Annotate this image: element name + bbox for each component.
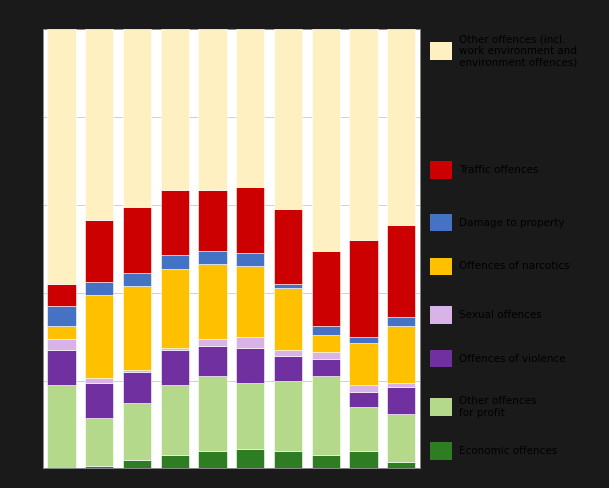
Bar bbox=[123, 286, 151, 370]
Bar bbox=[387, 462, 415, 468]
Bar bbox=[199, 376, 227, 451]
Bar bbox=[199, 29, 227, 190]
Bar bbox=[312, 455, 340, 468]
Bar bbox=[161, 350, 189, 385]
Bar bbox=[199, 346, 227, 376]
Bar bbox=[161, 268, 189, 347]
Bar bbox=[387, 387, 415, 413]
Text: Other offences (incl.
work environment and
environment offences): Other offences (incl. work environment a… bbox=[459, 35, 577, 68]
FancyBboxPatch shape bbox=[430, 350, 452, 367]
Bar bbox=[350, 344, 378, 385]
Bar bbox=[274, 451, 302, 468]
Bar bbox=[236, 253, 264, 266]
Bar bbox=[161, 255, 189, 268]
Bar bbox=[161, 385, 189, 455]
Bar bbox=[350, 391, 378, 407]
Text: Offences of narcotics: Offences of narcotics bbox=[459, 262, 570, 271]
Bar bbox=[350, 407, 378, 451]
Text: Offences of violence: Offences of violence bbox=[459, 354, 566, 364]
Bar bbox=[161, 189, 189, 255]
Text: Sexual offences: Sexual offences bbox=[459, 310, 542, 320]
FancyBboxPatch shape bbox=[430, 258, 452, 275]
Bar bbox=[236, 347, 264, 383]
Bar bbox=[48, 29, 76, 284]
Bar bbox=[85, 467, 113, 468]
Bar bbox=[387, 29, 415, 224]
Bar bbox=[85, 383, 113, 418]
Bar bbox=[274, 284, 302, 288]
Bar bbox=[199, 451, 227, 468]
Bar bbox=[236, 187, 264, 253]
Bar bbox=[123, 29, 151, 207]
Bar bbox=[387, 326, 415, 383]
Bar bbox=[312, 352, 340, 359]
Bar bbox=[85, 29, 113, 221]
FancyBboxPatch shape bbox=[430, 161, 452, 179]
Bar bbox=[85, 418, 113, 467]
Bar bbox=[350, 337, 378, 344]
Bar bbox=[350, 451, 378, 468]
Bar bbox=[312, 335, 340, 352]
FancyBboxPatch shape bbox=[430, 214, 452, 231]
FancyBboxPatch shape bbox=[430, 42, 452, 60]
Bar bbox=[123, 273, 151, 286]
Bar bbox=[123, 372, 151, 403]
Text: Economic offences: Economic offences bbox=[459, 446, 557, 456]
Bar bbox=[85, 220, 113, 282]
Bar bbox=[350, 29, 378, 240]
Bar bbox=[274, 288, 302, 350]
Bar bbox=[199, 339, 227, 346]
Bar bbox=[387, 413, 415, 462]
Bar bbox=[85, 282, 113, 295]
Text: Damage to property: Damage to property bbox=[459, 218, 565, 227]
Bar bbox=[236, 383, 264, 449]
Bar bbox=[387, 383, 415, 387]
Bar bbox=[199, 251, 227, 264]
Bar bbox=[48, 325, 76, 339]
Text: Traffic offences: Traffic offences bbox=[459, 165, 539, 175]
FancyBboxPatch shape bbox=[430, 442, 452, 460]
Bar bbox=[387, 317, 415, 326]
Bar bbox=[236, 449, 264, 468]
Bar bbox=[161, 455, 189, 468]
Bar bbox=[48, 339, 76, 350]
Bar bbox=[350, 385, 378, 391]
Bar bbox=[387, 224, 415, 317]
Bar bbox=[48, 350, 76, 385]
Bar bbox=[123, 370, 151, 372]
Bar bbox=[312, 326, 340, 335]
Bar bbox=[274, 381, 302, 451]
Bar bbox=[312, 359, 340, 376]
Bar bbox=[123, 403, 151, 460]
Bar bbox=[274, 29, 302, 209]
Bar bbox=[48, 385, 76, 468]
Bar bbox=[312, 29, 340, 251]
Bar bbox=[236, 266, 264, 337]
Bar bbox=[274, 356, 302, 381]
Bar bbox=[161, 29, 189, 190]
Bar bbox=[85, 379, 113, 383]
Bar bbox=[236, 337, 264, 347]
Bar bbox=[123, 207, 151, 273]
Bar bbox=[85, 295, 113, 379]
Bar bbox=[199, 189, 227, 251]
Bar bbox=[274, 350, 302, 356]
Bar bbox=[123, 460, 151, 468]
Text: Other offences
for profit: Other offences for profit bbox=[459, 396, 537, 418]
FancyBboxPatch shape bbox=[430, 306, 452, 324]
Bar bbox=[161, 347, 189, 350]
Bar bbox=[274, 209, 302, 284]
Bar bbox=[312, 376, 340, 455]
Bar bbox=[350, 240, 378, 337]
Bar bbox=[236, 29, 264, 187]
FancyBboxPatch shape bbox=[430, 398, 452, 416]
Bar bbox=[48, 284, 76, 306]
Bar bbox=[48, 306, 76, 326]
Bar bbox=[312, 251, 340, 326]
Bar bbox=[199, 264, 227, 339]
